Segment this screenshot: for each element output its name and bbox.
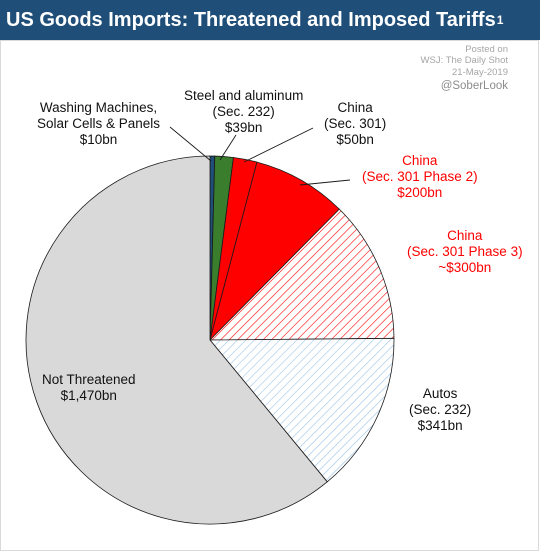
source-posted-on: Posted on — [465, 44, 508, 55]
slice-label-line: $39bn — [224, 120, 263, 135]
title-footnote-marker: 1 — [496, 13, 504, 27]
leader-line-china301 — [243, 127, 314, 163]
slice-label-line: $200bn — [397, 185, 443, 200]
slice-label-line: China — [447, 228, 483, 243]
chart-title: US Goods Imports: Threatened and Imposed… — [0, 0, 540, 40]
slice-label-china-p3: China (Sec. 301 Phase 3) ~$300bn — [407, 228, 523, 276]
slice-label-line: (Sec. 301) — [324, 116, 387, 131]
slice-label-autos: Autos (Sec. 232) $341bn — [409, 386, 471, 434]
leader-line-washing — [169, 126, 212, 162]
twitter-handle: @SoberLook — [440, 80, 508, 92]
slice-label-line: Autos — [422, 386, 458, 401]
slice-label-line: $341bn — [417, 418, 463, 433]
slice-label-steel: Steel and aluminum (Sec. 232) $39bn — [184, 88, 303, 136]
slice-label-line: (Sec. 301 Phase 3) — [407, 244, 523, 259]
slice-label-line: China — [337, 100, 373, 115]
slice-label-line: China — [402, 153, 438, 168]
source-publisher: WSJ: The Daily Shot — [420, 55, 508, 66]
leader-line-china-p2 — [299, 179, 351, 186]
slice-label-washing: Washing Machines, Solar Cells & Panels $10… — [37, 100, 160, 148]
leader-line-steel — [219, 134, 237, 161]
pie-slice-autos — [209, 337, 395, 483]
slice-label-line: Solar Cells & Panels — [37, 116, 161, 131]
chart-title-text: US Goods Imports: Threatened and Imposed… — [6, 8, 496, 31]
slice-label-line: $1,470bn — [60, 388, 117, 403]
pie-slice-china-p2 — [209, 161, 340, 342]
slice-label-line: Washing Machines, — [39, 100, 158, 115]
slice-label-line: Not Threatened — [42, 372, 136, 387]
slice-label-line: (Sec. 301 Phase 2) — [362, 169, 478, 184]
slice-label-not-threatened: Not Threatened $1,470bn — [42, 372, 136, 404]
slice-label-line: (Sec. 232) — [409, 402, 472, 417]
pie-slice-not-threatened — [25, 155, 328, 525]
source-date: 21-May-2019 — [452, 67, 508, 78]
slice-label-line: ~$300bn — [438, 260, 492, 275]
slice-label-china-p2: China (Sec. 301 Phase 2) $200bn — [362, 153, 478, 201]
slice-label-china301: China (Sec. 301) $50bn — [324, 100, 386, 148]
pie-slice-china-p3 — [209, 208, 395, 341]
slice-label-line: (Sec. 232) — [212, 104, 275, 119]
slice-label-line: $10bn — [79, 132, 118, 147]
slice-label-line: Steel and aluminum — [184, 88, 304, 103]
slice-label-line: $50bn — [336, 132, 374, 147]
